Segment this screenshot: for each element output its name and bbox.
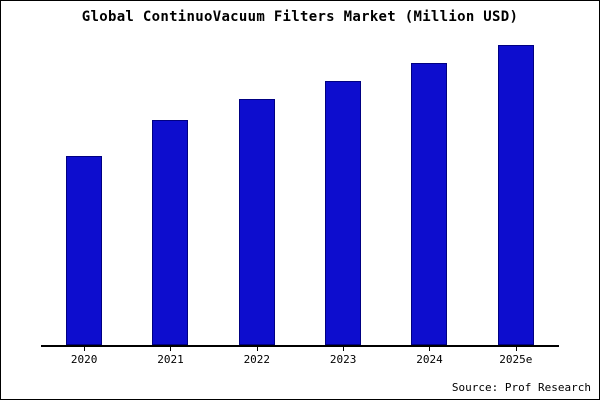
x-tick-text: 2024	[416, 353, 443, 366]
x-tick-text: 2021	[157, 353, 184, 366]
x-tick-label-2022: 2022	[214, 347, 300, 366]
bar-2023	[325, 81, 362, 345]
x-tick-mark	[256, 347, 258, 351]
x-tick-label-2024: 2024	[386, 347, 472, 366]
x-tick-label-2025e: 2025e	[473, 347, 559, 366]
bar-2024	[411, 63, 448, 345]
x-tick-label-2020: 2020	[41, 347, 127, 366]
bar-column	[41, 45, 127, 345]
x-tick-mark	[84, 347, 86, 351]
bar-column	[127, 45, 213, 345]
bar-column	[386, 45, 472, 345]
bar-column	[214, 45, 300, 345]
bar-2021	[152, 120, 189, 345]
x-tick-mark	[429, 347, 431, 351]
bar-chart: 2020 2021 2022 2023 2024 2025e	[41, 45, 559, 366]
chart-title: Global ContinuoVacuum Filters Market (Mi…	[81, 9, 519, 25]
plot-area	[41, 45, 559, 347]
bar-2025e	[497, 45, 534, 345]
bar-2020	[66, 156, 103, 345]
x-tick-text: 2025e	[499, 353, 533, 366]
bar-column	[300, 45, 386, 345]
x-tick-label-2023: 2023	[300, 347, 386, 366]
bar-column	[473, 45, 559, 345]
x-tick-text: 2020	[70, 353, 98, 366]
x-tick-mark	[515, 347, 517, 351]
x-tick-label-2021: 2021	[127, 347, 213, 366]
x-axis-labels: 2020 2021 2022 2023 2024 2025e	[41, 347, 559, 366]
x-tick-mark	[343, 347, 345, 351]
bar-2022	[238, 99, 275, 345]
x-tick-mark	[170, 347, 172, 351]
x-tick-text: 2022	[243, 353, 271, 366]
source-credit: Source: Prof Research	[451, 381, 591, 394]
x-tick-text: 2023	[329, 353, 357, 366]
